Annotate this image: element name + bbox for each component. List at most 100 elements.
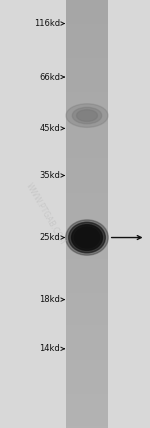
- Bar: [66, 383, 108, 385]
- Bar: [66, 289, 108, 291]
- Bar: [66, 250, 108, 253]
- Bar: [66, 377, 108, 379]
- Bar: [66, 253, 108, 255]
- Bar: [66, 126, 108, 128]
- Bar: [66, 146, 108, 148]
- Text: 116kd: 116kd: [34, 19, 60, 28]
- Bar: [66, 120, 108, 122]
- Bar: [66, 15, 108, 17]
- Bar: [66, 101, 108, 103]
- Bar: [66, 32, 108, 34]
- Bar: [66, 195, 108, 197]
- Bar: [66, 186, 108, 188]
- Bar: [66, 231, 108, 233]
- Bar: [66, 158, 108, 160]
- Bar: [66, 297, 108, 300]
- Bar: [66, 19, 108, 21]
- Bar: [66, 347, 108, 349]
- Bar: [66, 244, 108, 246]
- Bar: [66, 424, 108, 426]
- Bar: [66, 105, 108, 107]
- Bar: [66, 276, 108, 278]
- Bar: [66, 160, 108, 163]
- Bar: [66, 2, 108, 4]
- Bar: [66, 353, 108, 355]
- Bar: [66, 107, 108, 109]
- Bar: [66, 17, 108, 19]
- Bar: [66, 409, 108, 411]
- Bar: [66, 366, 108, 368]
- Bar: [66, 235, 108, 238]
- Bar: [66, 88, 108, 90]
- Bar: [66, 56, 108, 58]
- Bar: [66, 392, 108, 394]
- Bar: [66, 293, 108, 295]
- Bar: [66, 83, 108, 86]
- Text: WWW.PTGAB.COM: WWW.PTGAB.COM: [24, 181, 66, 247]
- Bar: [66, 111, 108, 113]
- Bar: [66, 154, 108, 156]
- Bar: [66, 4, 108, 6]
- Bar: [66, 261, 108, 263]
- Bar: [66, 131, 108, 133]
- Bar: [66, 422, 108, 424]
- Bar: [66, 302, 108, 304]
- Text: 66kd: 66kd: [39, 72, 60, 82]
- Bar: [66, 135, 108, 137]
- Bar: [66, 407, 108, 409]
- Bar: [66, 317, 108, 319]
- Bar: [66, 372, 108, 374]
- Bar: [66, 137, 108, 139]
- Bar: [66, 360, 108, 362]
- Bar: [66, 64, 108, 66]
- Bar: [66, 124, 108, 126]
- Bar: [66, 73, 108, 75]
- Bar: [66, 280, 108, 282]
- Ellipse shape: [66, 104, 108, 128]
- Bar: [66, 128, 108, 131]
- Bar: [66, 225, 108, 227]
- Ellipse shape: [69, 222, 105, 253]
- Bar: [66, 212, 108, 214]
- Bar: [66, 248, 108, 250]
- Bar: [66, 156, 108, 158]
- Bar: [66, 218, 108, 220]
- Bar: [66, 81, 108, 83]
- Bar: [66, 330, 108, 332]
- Bar: [66, 351, 108, 353]
- Bar: [66, 169, 108, 171]
- Bar: [66, 240, 108, 242]
- Bar: [66, 214, 108, 216]
- Bar: [66, 152, 108, 154]
- Bar: [66, 419, 108, 422]
- Bar: [66, 13, 108, 15]
- Bar: [66, 411, 108, 413]
- Bar: [66, 79, 108, 81]
- Bar: [66, 417, 108, 419]
- Bar: [66, 199, 108, 201]
- Bar: [66, 259, 108, 261]
- Bar: [66, 355, 108, 357]
- Bar: [66, 6, 108, 9]
- Bar: [66, 167, 108, 169]
- Bar: [66, 62, 108, 64]
- Bar: [66, 415, 108, 417]
- Bar: [66, 163, 108, 165]
- Bar: [66, 278, 108, 280]
- Bar: [66, 41, 108, 43]
- Bar: [66, 86, 108, 88]
- Bar: [66, 216, 108, 218]
- Bar: [66, 0, 108, 2]
- Bar: [66, 300, 108, 302]
- Bar: [66, 71, 108, 73]
- Bar: [66, 165, 108, 167]
- Bar: [66, 263, 108, 265]
- Bar: [66, 394, 108, 396]
- Bar: [66, 90, 108, 92]
- Bar: [66, 310, 108, 312]
- Bar: [66, 175, 108, 178]
- Bar: [66, 26, 108, 28]
- Bar: [66, 265, 108, 268]
- Bar: [66, 374, 108, 377]
- Bar: [66, 400, 108, 402]
